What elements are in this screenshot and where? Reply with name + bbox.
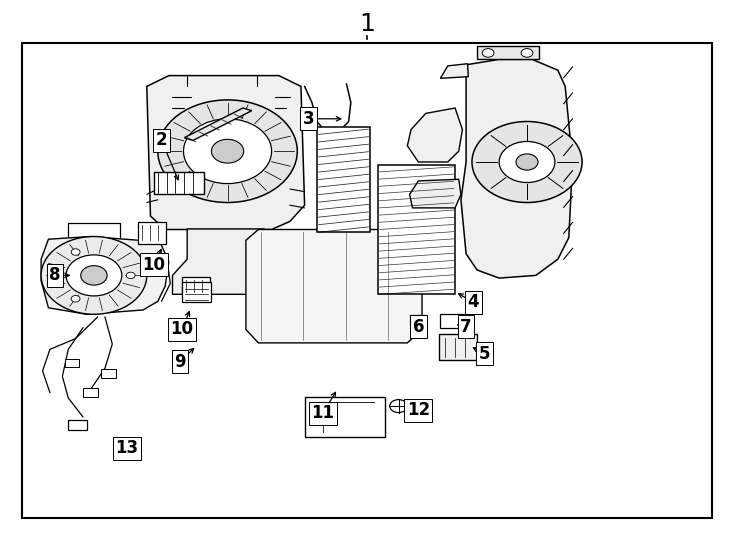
Bar — [182, 282, 211, 302]
Bar — [440, 314, 464, 328]
Circle shape — [81, 266, 107, 285]
Text: 7: 7 — [460, 318, 472, 336]
Text: 4: 4 — [468, 293, 479, 312]
Text: 6: 6 — [413, 318, 424, 336]
Circle shape — [499, 141, 555, 183]
Polygon shape — [184, 108, 252, 140]
Bar — [154, 172, 204, 194]
Circle shape — [482, 49, 494, 57]
Bar — [22, 43, 712, 518]
Circle shape — [126, 272, 135, 279]
Polygon shape — [407, 108, 462, 162]
Text: 8: 8 — [49, 266, 61, 285]
Bar — [138, 222, 166, 244]
Circle shape — [158, 100, 297, 202]
Text: 1: 1 — [359, 12, 375, 36]
Text: 2: 2 — [156, 131, 167, 150]
Bar — [101, 369, 116, 378]
Polygon shape — [440, 64, 468, 78]
Bar — [410, 315, 426, 325]
Polygon shape — [461, 59, 573, 278]
Circle shape — [472, 122, 582, 202]
Bar — [182, 277, 210, 294]
Polygon shape — [172, 229, 279, 294]
Circle shape — [521, 49, 533, 57]
Circle shape — [41, 237, 147, 314]
Text: 9: 9 — [174, 353, 186, 371]
Bar — [439, 334, 477, 360]
Bar — [83, 388, 98, 397]
Circle shape — [211, 139, 244, 163]
Circle shape — [184, 119, 272, 184]
Bar — [317, 127, 370, 232]
Text: 3: 3 — [302, 110, 314, 128]
Circle shape — [66, 255, 122, 296]
Polygon shape — [477, 46, 539, 59]
Polygon shape — [147, 76, 305, 230]
Circle shape — [71, 295, 80, 302]
Polygon shape — [246, 230, 422, 343]
Bar — [305, 397, 385, 437]
Circle shape — [516, 154, 538, 170]
Text: 10: 10 — [142, 255, 166, 274]
Bar — [65, 359, 79, 367]
Circle shape — [390, 400, 407, 413]
Polygon shape — [41, 237, 169, 314]
Text: 12: 12 — [407, 401, 430, 420]
Text: 10: 10 — [170, 320, 194, 339]
Text: 13: 13 — [115, 439, 139, 457]
Bar — [68, 420, 87, 430]
Bar — [378, 165, 455, 294]
Polygon shape — [410, 179, 461, 208]
Text: 5: 5 — [479, 345, 490, 363]
Circle shape — [71, 249, 80, 255]
Text: 11: 11 — [311, 404, 335, 422]
